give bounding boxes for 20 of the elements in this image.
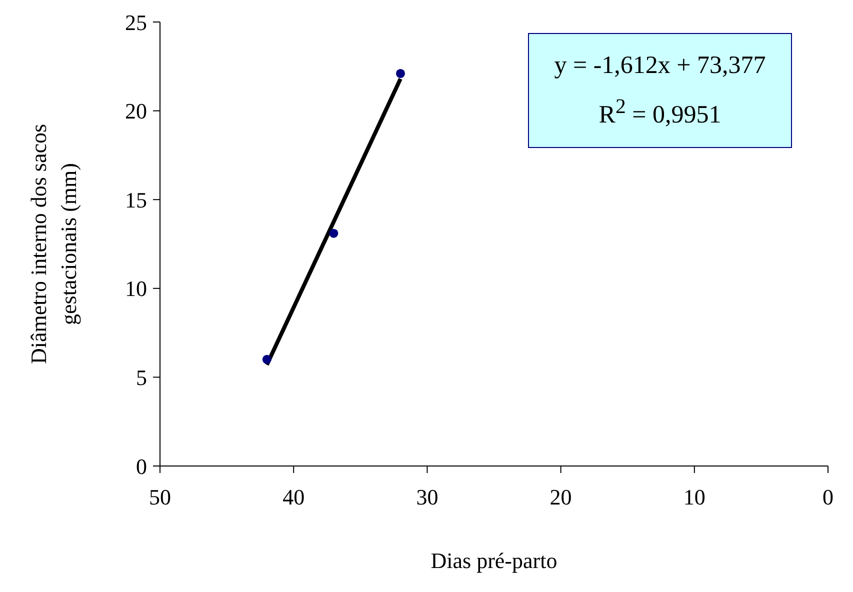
annotation: R$^{2}$ = 0,9951: [598, 92, 722, 130]
y-tick-label: 20: [125, 98, 147, 124]
y-tick-label: 25: [125, 10, 147, 35]
x-tick-label: 10: [683, 484, 706, 510]
y-axis-title: Diâmetro interno dos sacos gestacionais (mm): [26, 124, 81, 364]
x-tick-label: 30: [416, 484, 438, 510]
x-tick-label: 0: [822, 484, 834, 510]
point: [396, 69, 405, 78]
y-tick-label: 10: [125, 276, 147, 302]
point: [262, 354, 272, 364]
x-axis-title: Dias pré-parto: [430, 548, 558, 573]
x-tick-label: 50: [149, 484, 171, 510]
y-tick-label: 5: [136, 365, 147, 390]
y-tick-label: 15: [125, 187, 147, 212]
annotation: y = -1,612x + 73,377: [554, 50, 766, 81]
x-tick-label: 40: [282, 484, 305, 510]
y-tick-label: 0: [136, 454, 147, 479]
point: [329, 228, 338, 238]
x-tick-label: 20: [550, 484, 572, 510]
equation-box: y = -1,612x + 73,377 R$^{2}$ = 0,9951: [528, 33, 792, 148]
